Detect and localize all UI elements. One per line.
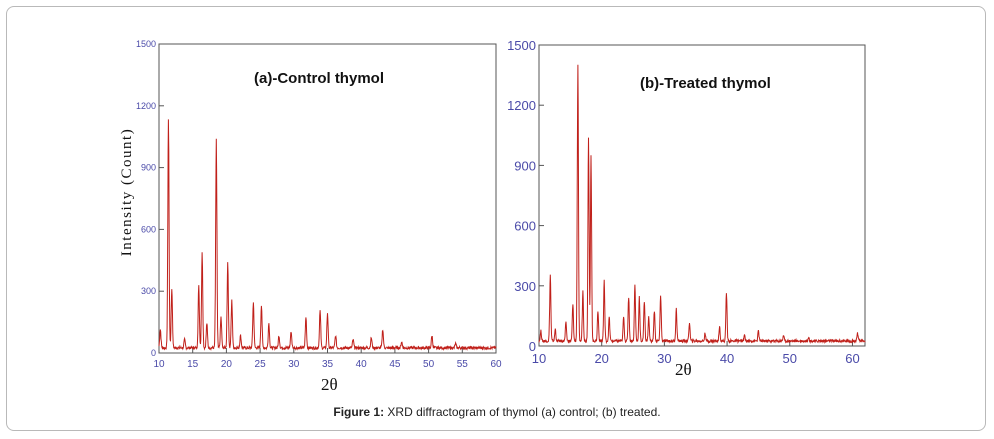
y-tick-label: 300: [141, 286, 156, 296]
plot-frame-a: [158, 43, 497, 354]
x-tick-label: 40: [356, 359, 368, 370]
y-tick-label: 0: [151, 348, 156, 358]
x-tick-label: 60: [490, 359, 502, 370]
x-tick-label: 15: [187, 359, 199, 370]
chart-title-a: (a)-Control thymol: [254, 70, 384, 87]
y-tick-label: 1200: [507, 98, 536, 113]
x-tick-label: 30: [288, 359, 300, 370]
y-tick-label: 900: [514, 158, 536, 173]
chart-title-b: (b)-Treated thymol: [640, 75, 771, 92]
x-tick-label: 30: [657, 351, 671, 366]
x-tick-label: 20: [594, 351, 608, 366]
caption-label: Figure 1:: [333, 405, 385, 419]
x-tick-label: 50: [783, 351, 797, 366]
y-tick-label: 900: [141, 163, 156, 173]
x-axis-label-b: 2θ: [675, 360, 692, 379]
x-tick-label: 55: [457, 359, 469, 370]
y-tick-label: 1500: [507, 38, 536, 53]
x-tick-label: 35: [322, 359, 334, 370]
xrd-series-line-a: [158, 119, 497, 352]
caption-text: XRD diffractogram of thymol (a) control;…: [384, 405, 661, 419]
x-tick-label: 20: [221, 359, 233, 370]
chart-control-thymol: (a)-Control thymol Intensity (Count) 2θ …: [119, 39, 502, 394]
x-tick-label: 25: [255, 359, 267, 370]
ticks-b: 0 300 600 900 1200 1500 10 20 30 40 50 60: [507, 38, 860, 366]
y-tick-label: 600: [141, 224, 156, 234]
x-tick-label: 10: [532, 351, 546, 366]
x-tick-label: 45: [389, 359, 401, 370]
y-tick-label: 0: [529, 339, 536, 354]
y-tick-label: 1200: [136, 101, 156, 111]
chart-treated-thymol: (b)-Treated thymol 2θ 0 300 600 900 1200 1500…: [507, 38, 866, 379]
y-tick-label: 300: [514, 279, 536, 294]
figure-caption: Figure 1: XRD diffractogram of thymol (a…: [0, 405, 994, 419]
x-tick-label: 40: [720, 351, 734, 366]
xrd-series-line-b: [538, 64, 866, 345]
y-tick-label: 1500: [136, 39, 156, 49]
plot-frame-b: [538, 44, 866, 347]
y-axis-label: Intensity (Count): [119, 128, 135, 256]
x-axis-label-a: 2θ: [321, 375, 338, 394]
ticks-a: 0 300 600 900 1200 1500 10 15 20 25 30 35 40 45 50 55 60: [136, 39, 502, 370]
y-tick-label: 600: [514, 219, 536, 234]
x-tick-label: 50: [423, 359, 435, 370]
x-tick-label: 10: [153, 359, 165, 370]
x-tick-label: 60: [845, 351, 859, 366]
